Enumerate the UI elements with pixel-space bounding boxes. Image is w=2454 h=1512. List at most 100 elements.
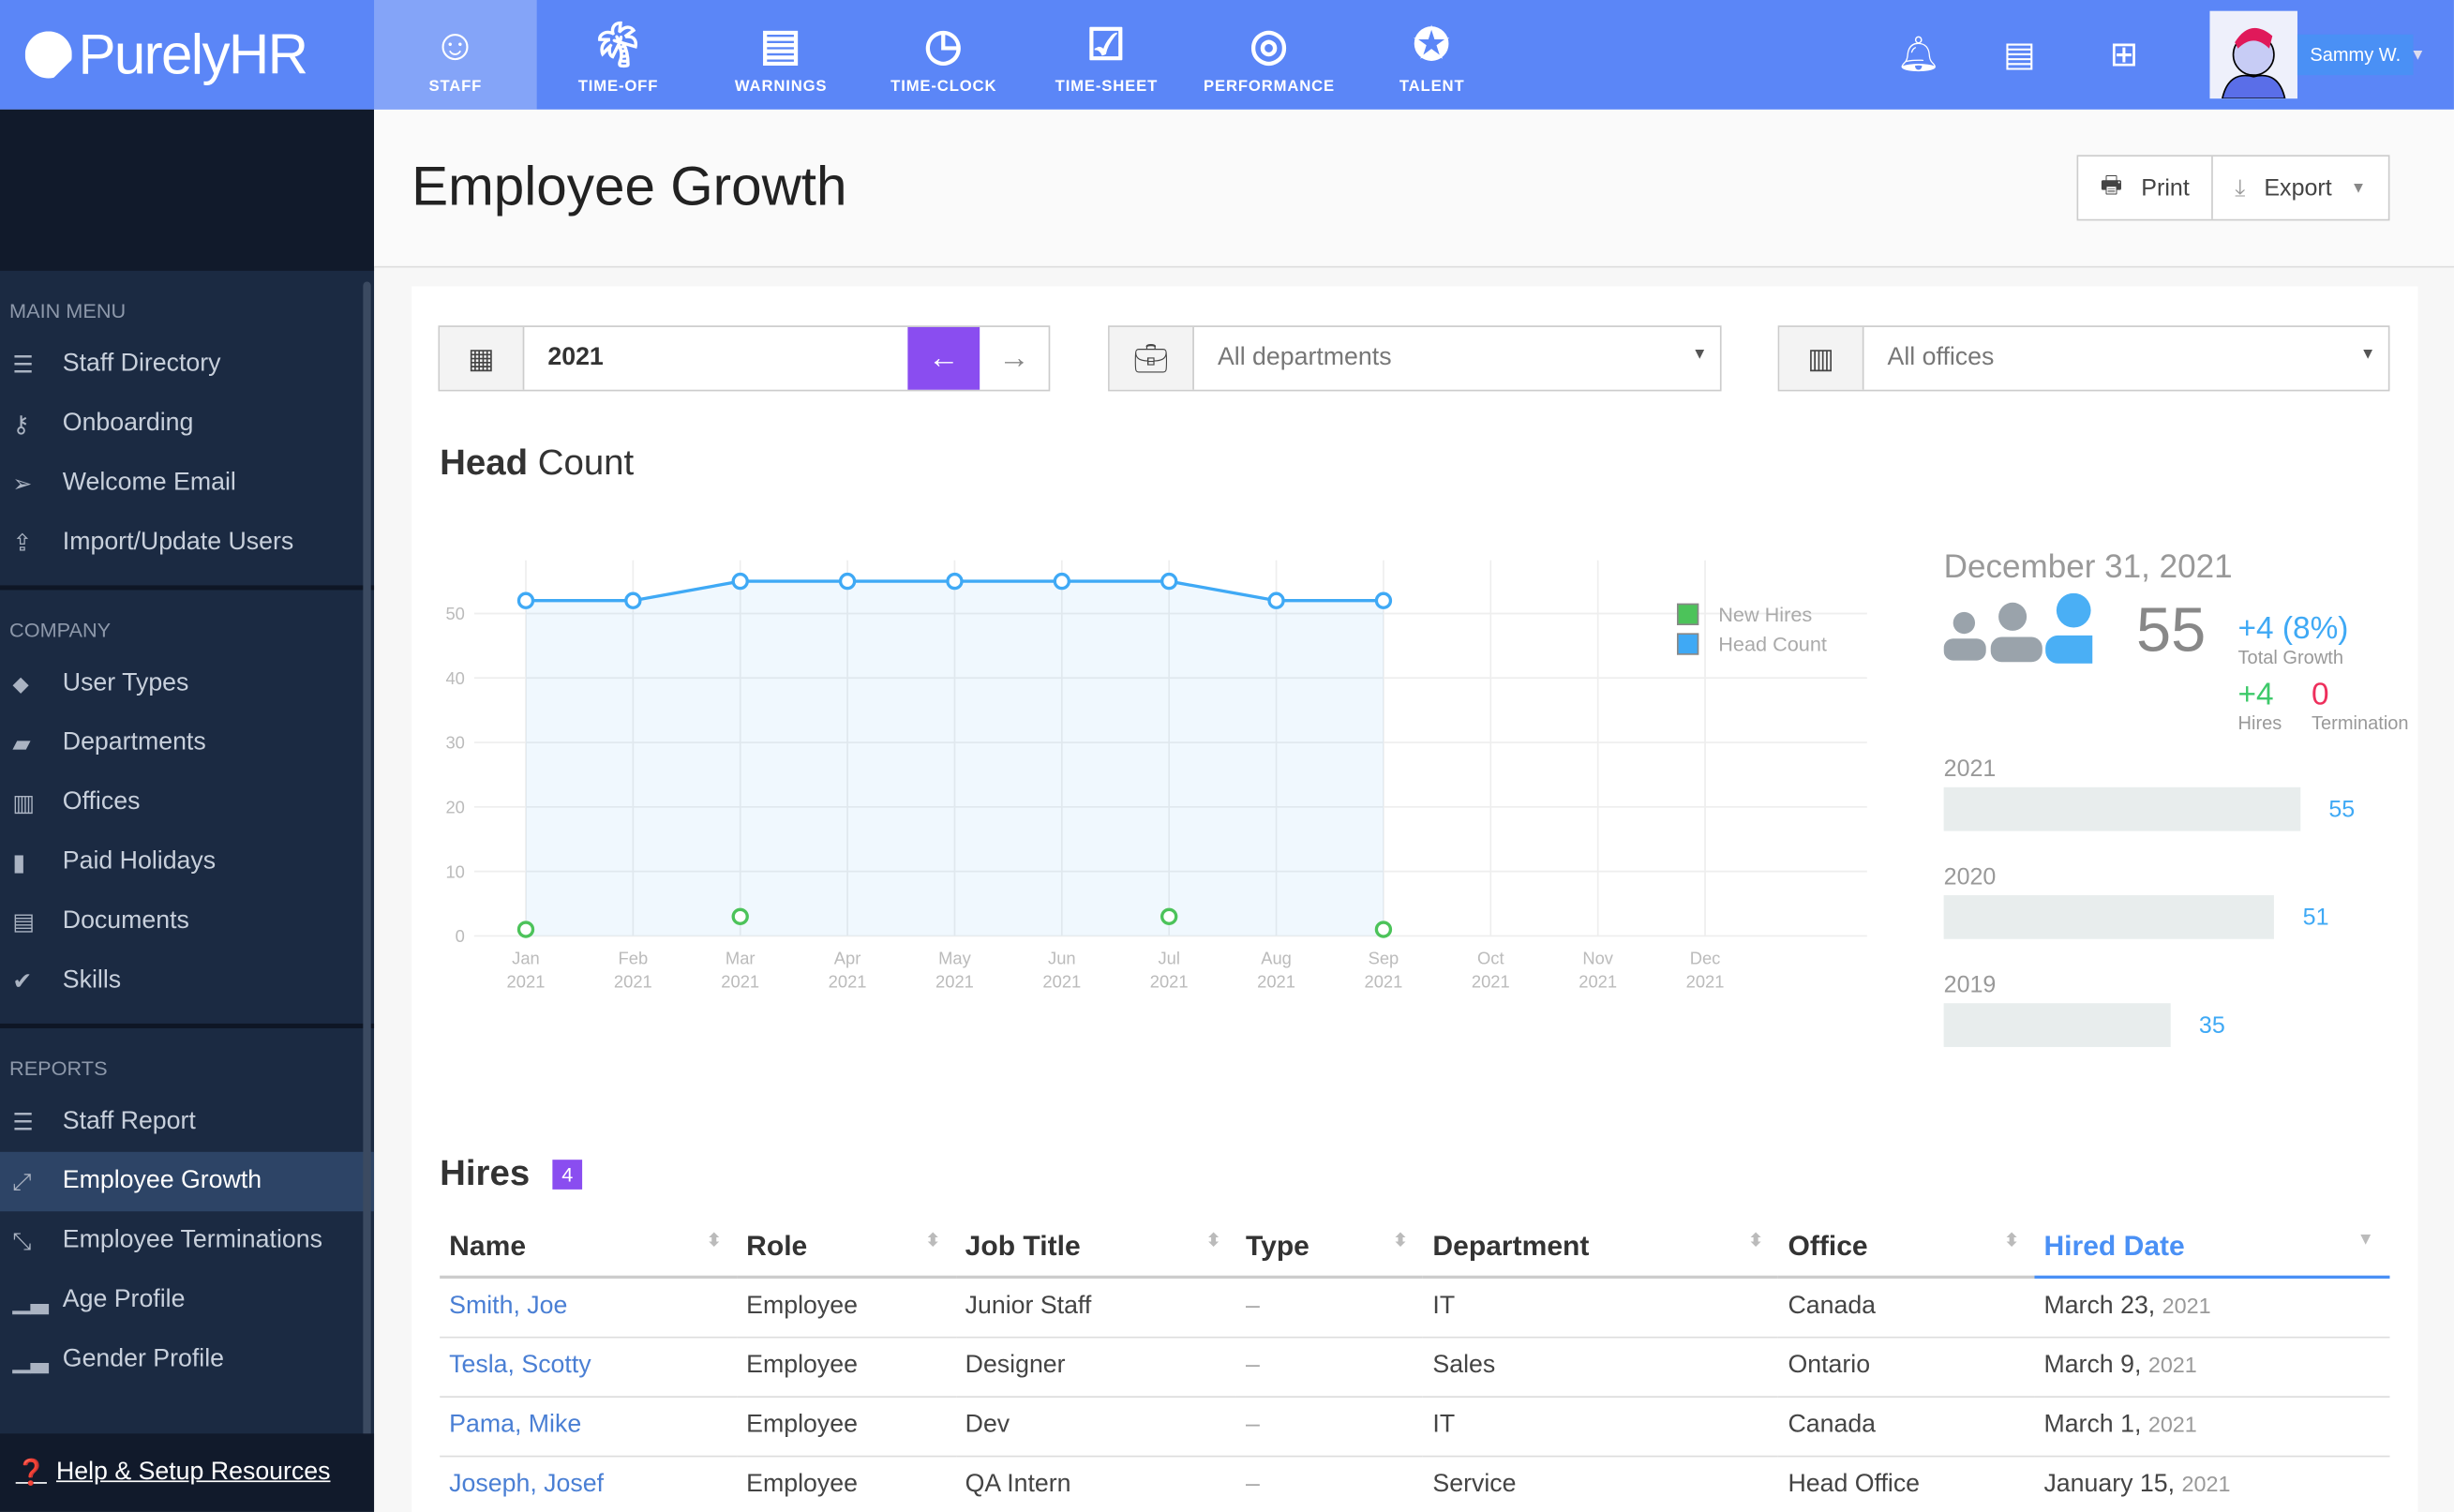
column-header-name[interactable]: Name ⬍: [440, 1217, 738, 1280]
nav-time-clock[interactable]: ◷ TIME-CLOCK: [862, 0, 1025, 110]
cell-office: Canada: [1778, 1396, 2035, 1457]
sidebar-scrollbar[interactable]: [363, 281, 371, 1441]
nav-talent[interactable]: ✪ TALENT: [1351, 0, 1514, 110]
column-header-hired-date[interactable]: Hired Date ▼: [2034, 1217, 2390, 1280]
menu-icon: ⇪: [12, 530, 33, 558]
headcount-title: Head Count: [440, 441, 635, 483]
cell-type: –: [1235, 1336, 1424, 1398]
export-button[interactable]: ⤓ Export ▼: [2211, 156, 2388, 219]
nav-staff[interactable]: ☺ STAFF: [374, 0, 537, 110]
avatar[interactable]: [2209, 10, 2297, 99]
building-icon: ▥: [1779, 326, 1864, 390]
sidebar-item-label: Gender Profile: [62, 1345, 225, 1373]
sidebar-item-age-profile[interactable]: ▁▃ Age Profile: [0, 1271, 374, 1330]
next-year-button[interactable]: →: [998, 340, 1030, 375]
menu-icon: ✔: [12, 968, 33, 996]
table-row[interactable]: Smith, Joe Employee Junior Staff – IT Canada M…: [440, 1277, 2390, 1338]
x-tick-month: Mar: [726, 948, 756, 967]
sidebar-item-label: Employee Terminations: [62, 1226, 322, 1254]
news-icon[interactable]: ▤: [2003, 34, 2036, 74]
hires-label: Hires: [2237, 711, 2282, 735]
sidebar-item-offices[interactable]: ▥ Offices: [0, 773, 374, 832]
prev-year-button[interactable]: ←: [907, 326, 980, 390]
help-link[interactable]: ❓ Help & Setup Resources: [0, 1433, 375, 1512]
year-picker: ▦ 2021 ← →: [438, 325, 1051, 392]
nav-label: PERFORMANCE: [1204, 78, 1336, 96]
sidebar-item-departments[interactable]: ▰ Departments: [0, 713, 374, 772]
nav-time-off[interactable]: 🌴︎ TIME-OFF: [537, 0, 700, 110]
menu-icon: ▮: [12, 849, 26, 876]
column-header-office[interactable]: Office ⬍: [1778, 1217, 2035, 1280]
staff-icon: ☺: [432, 20, 479, 69]
sidebar-item-import-update-users[interactable]: ⇪ Import/Update Users: [0, 514, 374, 573]
nav-label: WARNINGS: [734, 78, 828, 96]
headcount-point: [516, 591, 535, 609]
menu-icon: ➢: [12, 471, 33, 498]
bell-icon[interactable]: 🔔︎: [1896, 34, 1941, 74]
brand-name: PurelyHR: [78, 22, 308, 86]
new-hires-point: [1160, 907, 1178, 925]
export-label: Export: [2264, 174, 2332, 202]
year-value[interactable]: 2021: [547, 344, 604, 371]
y-tick-label: 30: [445, 733, 464, 753]
apps-grid-icon[interactable]: ⊞: [2109, 34, 2139, 74]
cell-hired-date: January 15, 2021: [2034, 1455, 2390, 1512]
x-tick-year: 2021: [1257, 972, 1295, 992]
print-button[interactable]: 🖶 Print: [2078, 157, 2211, 219]
sidebar-item-staff-directory[interactable]: ☰ Staff Directory: [0, 335, 374, 394]
year-value: 55: [2328, 796, 2356, 824]
headcount-point: [731, 572, 749, 591]
menu-icon: ☰: [12, 352, 34, 380]
column-header-job-title[interactable]: Job Title ⬍: [955, 1217, 1236, 1280]
headcount-point: [838, 572, 857, 591]
column-header-role[interactable]: Role ⬍: [737, 1217, 956, 1280]
department-select[interactable]: 💼︎ All departments ▼: [1108, 325, 1722, 392]
sidebar-item-documents[interactable]: ▤ Documents: [0, 892, 374, 951]
user-menu[interactable]: Sammy W.: [2297, 34, 2414, 76]
nav-label: TIME-CLOCK: [890, 78, 997, 96]
cell-name[interactable]: Smith, Joe: [440, 1277, 738, 1338]
x-tick-month: Apr: [834, 948, 861, 967]
sort-icon: ⬍: [707, 1231, 722, 1251]
cell-office: Canada: [1778, 1277, 2035, 1338]
sidebar-item-onboarding[interactable]: ⚷ Onboarding: [0, 395, 374, 454]
sidebar-item-label: Age Profile: [62, 1286, 186, 1313]
print-label: Print: [2141, 174, 2190, 202]
cell-hired-date: March 1, 2021: [2034, 1396, 2390, 1457]
total-growth-label: Total Growth: [2237, 646, 2343, 668]
sidebar-item-user-types[interactable]: ⬥ User Types: [0, 654, 374, 713]
nav-performance[interactable]: ◎ PERFORMANCE: [1188, 0, 1351, 110]
sort-icon: ⬍: [2004, 1231, 2019, 1251]
sidebar-item-paid-holidays[interactable]: ▮ Paid Holidays: [0, 832, 374, 891]
nav-time-sheet[interactable]: ☑ TIME-SHEET: [1025, 0, 1189, 110]
nav-warnings[interactable]: ▤ WARNINGS: [699, 0, 862, 110]
sidebar-item-skills[interactable]: ✔ Skills: [0, 951, 374, 1010]
sidebar-item-employee-growth[interactable]: ⤢ Employee Growth: [0, 1151, 375, 1212]
table-row[interactable]: Tesla, Scotty Employee Designer – Sales Ontar…: [440, 1336, 2390, 1398]
cell-name[interactable]: Tesla, Scotty: [440, 1336, 738, 1398]
office-select[interactable]: ▥ All offices ▼: [1777, 325, 2390, 392]
sidebar-item-staff-report[interactable]: ☰ Staff Report: [0, 1092, 374, 1151]
menu-icon: ▥: [12, 790, 36, 817]
table-row[interactable]: Joseph, Josef Employee QA Intern – Service He…: [440, 1455, 2390, 1512]
nav-label: STAFF: [428, 78, 483, 96]
legend-label: New Hires: [1718, 603, 1812, 626]
sidebar-item-gender-profile[interactable]: ▁▃ Gender Profile: [0, 1330, 374, 1389]
hires-value: +4: [2237, 677, 2274, 712]
column-header-department[interactable]: Department ⬍: [1423, 1217, 1779, 1280]
x-tick-month: Jan: [512, 948, 540, 967]
sidebar-item-label: Onboarding: [62, 410, 194, 437]
column-header-type[interactable]: Type ⬍: [1235, 1217, 1424, 1280]
year-label: 2019: [1943, 971, 1997, 999]
cell-name[interactable]: Joseph, Josef: [440, 1455, 738, 1512]
sidebar-item-welcome-email[interactable]: ➢ Welcome Email: [0, 454, 374, 513]
x-tick-year: 2021: [614, 972, 652, 992]
x-tick-month: Feb: [619, 948, 649, 967]
logo[interactable]: PurelyHR: [0, 0, 374, 110]
table-row[interactable]: Pama, Mike Employee Dev – IT Canada March 1, 2…: [440, 1396, 2390, 1457]
cell-type: –: [1235, 1277, 1424, 1338]
cell-name[interactable]: Pama, Mike: [440, 1396, 738, 1457]
cell-role: Employee: [737, 1277, 956, 1338]
chevron-down-icon[interactable]: ▼: [2410, 46, 2426, 64]
sidebar-item-employee-terminations[interactable]: ⤡ Employee Terminations: [0, 1211, 374, 1270]
